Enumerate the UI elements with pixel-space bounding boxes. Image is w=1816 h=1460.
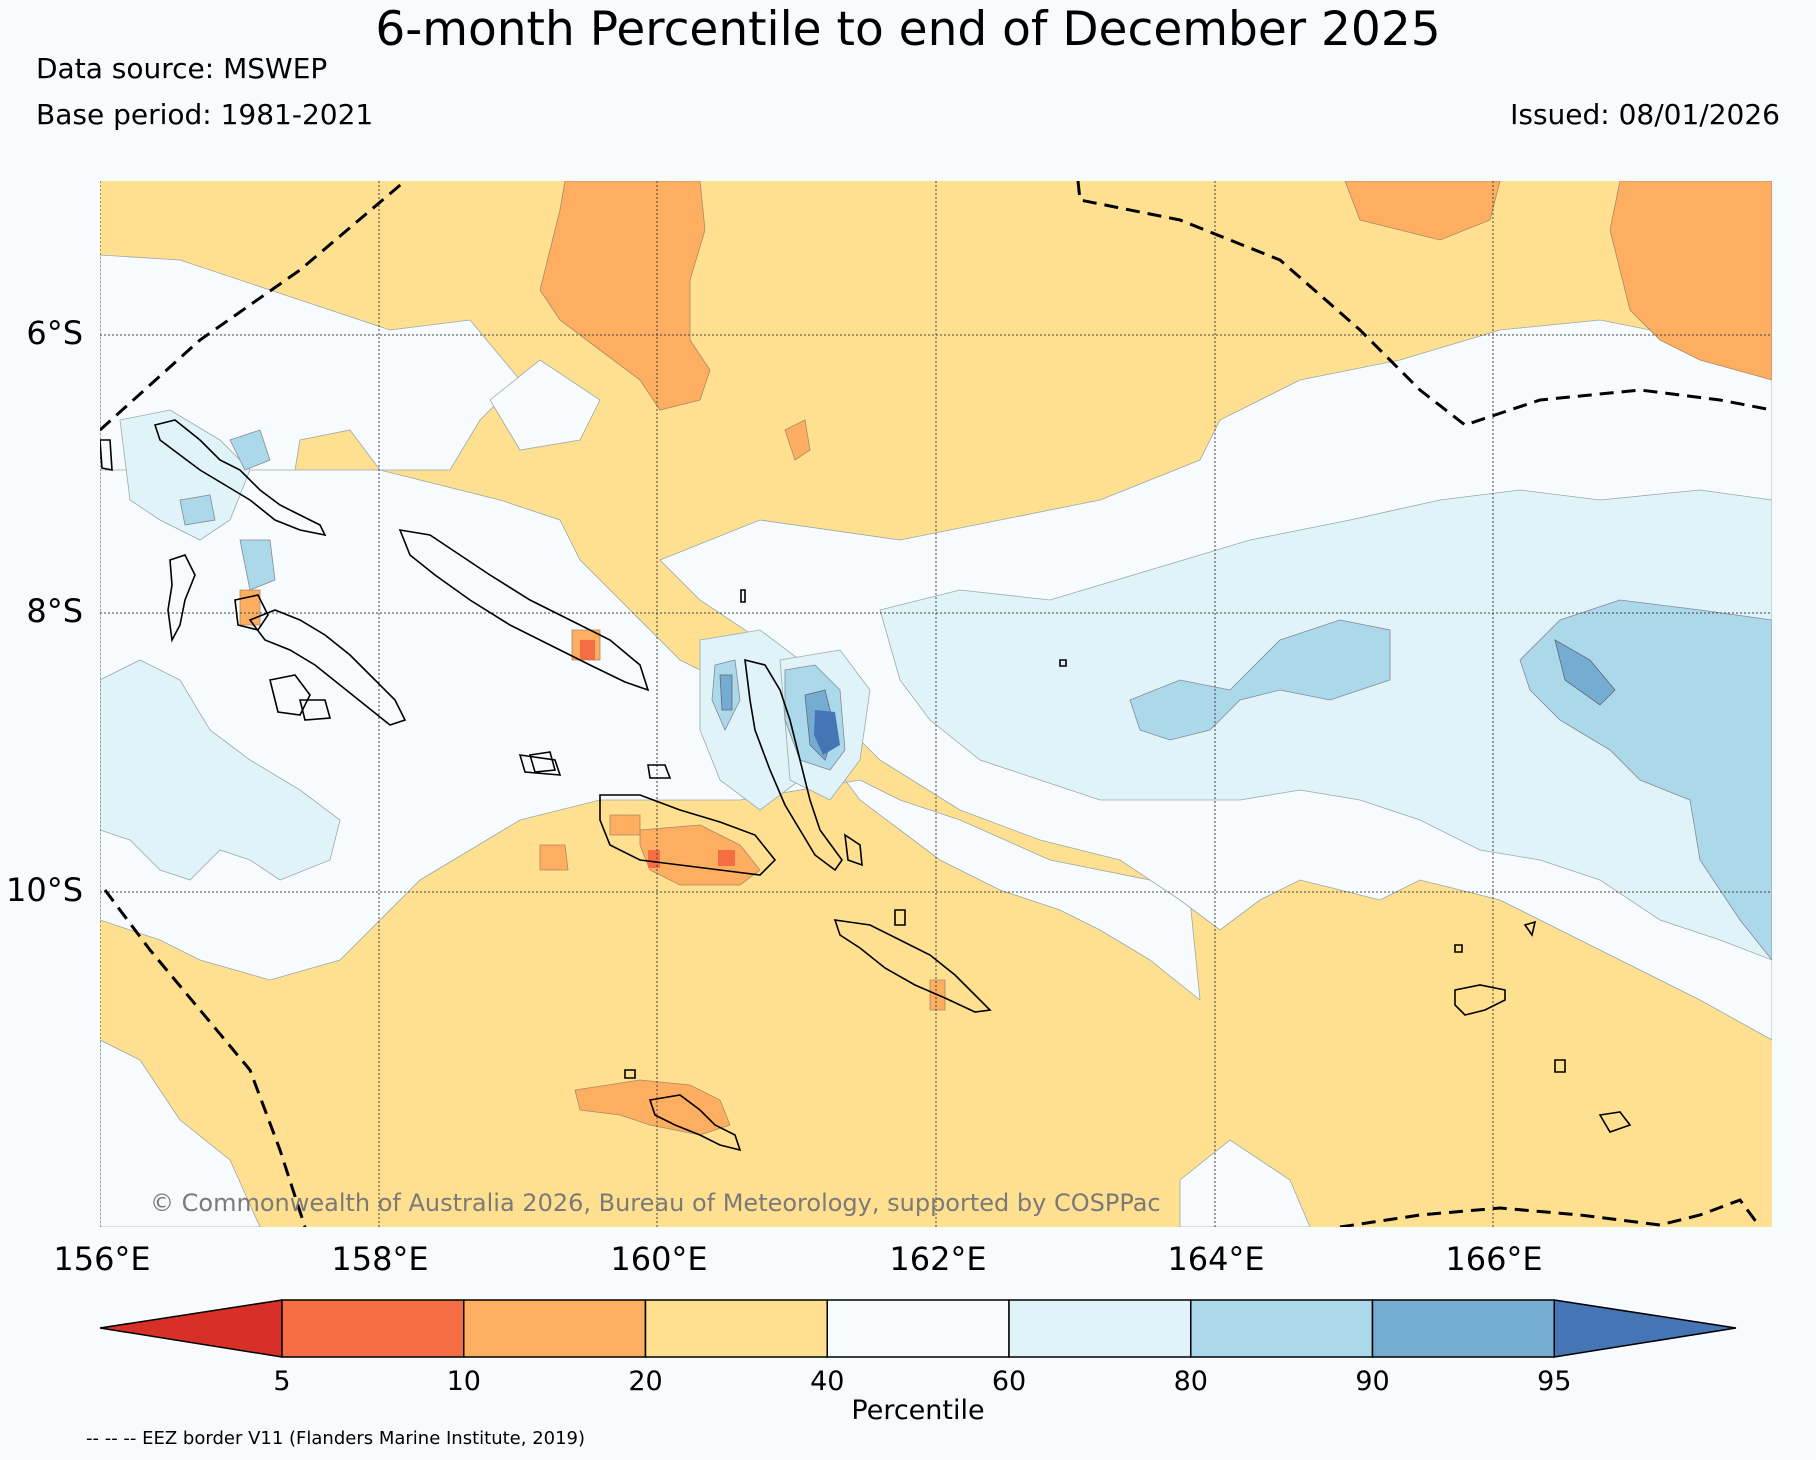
- choiseul-coastline: [153, 419, 327, 537]
- colorbar: [99, 1299, 1737, 1358]
- lon-label-156e: 156°E: [53, 1240, 150, 1278]
- map-panel: © Commonwealth of Australia 2026, Bureau…: [100, 181, 1772, 1227]
- colorbar-upper-extension: [1553, 1299, 1737, 1358]
- small-malaita-coastline: [843, 833, 863, 867]
- nggela-coastline: [647, 764, 672, 779]
- lon-label-162e: 162°E: [889, 1240, 986, 1278]
- makira-coastline: [833, 919, 992, 1013]
- buka-coastline: [100, 439, 113, 471]
- lat-label-6s: 6°S: [26, 314, 83, 352]
- bellona-coastline: [624, 1069, 636, 1079]
- shortland-coastline: [234, 594, 269, 631]
- coastlines: [100, 419, 1632, 1152]
- colorbar-tick-20: 20: [628, 1366, 662, 1397]
- bougainville-coastline: [167, 554, 196, 643]
- colorbar-segment-60-80: [1008, 1299, 1192, 1358]
- colorbar-tick-95: 95: [1537, 1366, 1571, 1397]
- issued-date-label: Issued: 08/01/2026: [1510, 98, 1780, 131]
- eez-borders: [100, 181, 1772, 1227]
- data-source-label: Data source: MSWEP: [36, 52, 328, 85]
- grid-lines: [100, 181, 1772, 1227]
- colorbar-tick-60: 60: [992, 1366, 1026, 1397]
- colorbar-tick-10: 10: [447, 1366, 481, 1397]
- lon-label-164e: 164°E: [1167, 1240, 1264, 1278]
- colorbar-segment-20-40: [644, 1299, 828, 1358]
- colorbar-ticks: 5 10 20 40 60 80 90 95 Percentile: [273, 1366, 1571, 1426]
- colorbar-tick-40: 40: [810, 1366, 844, 1397]
- lat-label-8s: 8°S: [26, 592, 83, 630]
- isabel-coastline: [398, 528, 650, 692]
- colorbar-tick-80: 80: [1174, 1366, 1208, 1397]
- lon-label-160e: 160°E: [610, 1240, 707, 1278]
- utupua-coastline: [1554, 1059, 1566, 1073]
- colorbar-tick-90: 90: [1355, 1366, 1389, 1397]
- colorbar-lower-extension: [99, 1299, 283, 1358]
- sikaiana-coastline: [1059, 659, 1067, 667]
- colorbar-segment-10-20: [463, 1299, 647, 1358]
- copyright-notice: © Commonwealth of Australia 2026, Bureau…: [150, 1189, 1161, 1217]
- lon-label-166e: 166°E: [1445, 1240, 1542, 1278]
- new-georgia-coastline: [248, 609, 407, 726]
- russell-coastline: [528, 751, 557, 773]
- colorbar-segment-90-95: [1371, 1299, 1555, 1358]
- percentile-above-95-zone: [814, 710, 840, 755]
- eez-footnote: -- -- -- EEZ border V11 (Flanders Marine…: [86, 1428, 586, 1449]
- ontong-java-coastline: [740, 589, 746, 603]
- vella-lavella-coastline: [269, 674, 311, 716]
- ulawa-coastline: [894, 909, 906, 926]
- mono-coastline: [518, 754, 562, 776]
- lat-label-10s: 10°S: [6, 871, 83, 909]
- ranongga-coastline: [298, 699, 332, 721]
- malaita-coastline: [744, 658, 843, 872]
- guadalcanal-coastline: [599, 794, 777, 876]
- base-period-label: Base period: 1981-2021: [36, 98, 374, 131]
- percentile-10-20-zone: [239, 181, 1772, 1136]
- colorbar-tick-5: 5: [273, 1366, 290, 1397]
- santa-cruz-coastline: [1454, 984, 1506, 1016]
- percentile-5-10-zone: [580, 640, 735, 868]
- page-title: 6-month Percentile to end of December 20…: [375, 2, 1441, 57]
- duff-islands-coastline: [1523, 920, 1537, 937]
- colorbar-segment-40-60: [826, 1299, 1010, 1358]
- longitude-labels: 156°E 158°E 160°E 162°E 164°E 166°E: [53, 1240, 1542, 1278]
- latitude-labels: 6°S 8°S 10°S: [6, 314, 83, 909]
- vanikoro-coastline: [1598, 1111, 1632, 1133]
- lon-label-158e: 158°E: [331, 1240, 428, 1278]
- colorbar-label: Percentile: [851, 1395, 984, 1426]
- colorbar-segment-80-90: [1190, 1299, 1374, 1358]
- colorbar-segment-5-10: [281, 1299, 465, 1358]
- reef-islands-coastline: [1454, 944, 1463, 953]
- rennell-coastline: [648, 1094, 742, 1152]
